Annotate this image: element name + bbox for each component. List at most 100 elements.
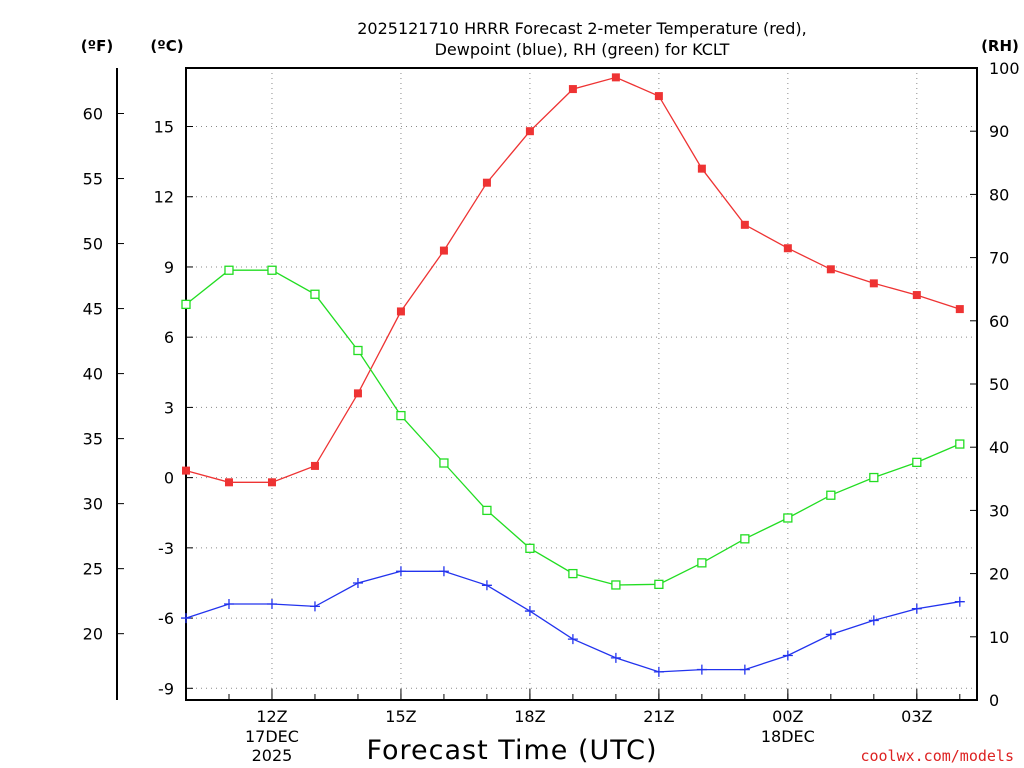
dewpoint-point <box>395 566 406 577</box>
celsius-tick-label: 9 <box>164 258 174 277</box>
dewpoint-point <box>782 650 793 661</box>
dewpoint-point <box>868 615 879 626</box>
dewpoint-point <box>653 666 664 677</box>
dewpoint-point <box>567 634 578 645</box>
x-tick-label: 03Z <box>901 707 932 726</box>
rh-point <box>783 513 793 523</box>
dewpoint-point <box>911 603 922 614</box>
dewpoint-point <box>309 601 320 612</box>
rh-tick-label: 10 <box>989 628 1009 647</box>
temperature-point <box>783 244 792 253</box>
rh-point <box>396 410 406 421</box>
chart-title-line2: Dewpoint (blue), RH (green) for KCLT <box>435 40 730 59</box>
celsius-tick-label: -3 <box>158 539 174 558</box>
temperature-point <box>353 389 362 398</box>
fahrenheit-tick-label: 35 <box>83 430 103 449</box>
temperature-point <box>482 178 491 187</box>
rh-point <box>439 458 449 468</box>
rh-point <box>224 265 234 275</box>
dewpoint-point <box>181 613 191 624</box>
temperature-point <box>697 164 706 173</box>
dewpoint-point <box>438 566 449 577</box>
x-axis-title: Forecast Time (UTC) <box>366 735 657 766</box>
rh-tick-label: 90 <box>989 122 1009 141</box>
temperature-point <box>396 307 405 316</box>
rh-tick-label: 100 <box>989 59 1020 78</box>
rh-point <box>525 543 535 553</box>
temperature-point <box>740 220 749 229</box>
dewpoint-point <box>739 664 750 675</box>
temperature-point <box>568 85 577 94</box>
temperature-point <box>654 92 663 101</box>
fahrenheit-tick-label: 40 <box>83 365 103 384</box>
rh-ticks: 0 10 20 30 40 50 60 70 80 90 100 <box>970 59 1020 710</box>
x-tick-label: 21Z <box>643 707 674 726</box>
x-tick-label: 00Z <box>772 707 803 726</box>
rh-point <box>912 457 922 468</box>
rh-point <box>353 345 363 356</box>
dewpoint-point <box>696 664 707 675</box>
fahrenheit-tick-label: 20 <box>83 625 103 644</box>
rh-tick-label: 40 <box>989 438 1009 457</box>
dewpoint-point <box>481 580 492 591</box>
axes <box>116 67 978 701</box>
x-tick-label: 12Z <box>256 707 287 726</box>
fahrenheit-unit-label: (ºF) <box>81 37 113 55</box>
rh-unit-label: (RH) <box>981 37 1019 55</box>
dewpoint-point <box>352 577 363 588</box>
fahrenheit-tick-label: 45 <box>83 300 103 319</box>
celsius-tick-label: -6 <box>158 609 174 628</box>
temperature-point <box>439 246 448 255</box>
temperature-point <box>826 265 835 274</box>
temperature-point <box>912 291 921 300</box>
celsius-ticks: -9 -6 -3 0 3 6 9 12 15 <box>154 118 193 698</box>
credit-text: coolwx.com/models <box>860 747 1014 765</box>
temperature-point <box>869 279 878 288</box>
fahrenheit-tick-label: 30 <box>83 495 103 514</box>
x-tick-year-label: 2025 <box>252 746 293 765</box>
rh-line <box>185 269 961 586</box>
temperature-point <box>267 478 276 487</box>
rh-tick-label: 60 <box>989 312 1009 331</box>
dewpoint-point <box>266 599 277 610</box>
x-tick-label: 18Z <box>514 707 545 726</box>
rh-tick-label: 0 <box>989 691 999 710</box>
rh-point <box>740 534 750 544</box>
temperature-point <box>182 466 190 475</box>
dewpoint-point <box>610 652 621 663</box>
celsius-tick-label: -9 <box>158 679 174 698</box>
rh-tick-label: 50 <box>989 375 1009 394</box>
dewpoint-point <box>954 596 965 607</box>
rh-tick-label: 80 <box>989 185 1009 204</box>
dewpoint-point <box>223 599 234 610</box>
rh-tick-label: 20 <box>989 565 1009 584</box>
rh-point <box>611 580 621 590</box>
celsius-tick-label: 6 <box>164 328 174 347</box>
celsius-tick-label: 12 <box>154 188 174 207</box>
fahrenheit-ticks: 20 25 30 35 40 45 50 55 60 <box>83 105 124 644</box>
rh-point <box>310 289 320 299</box>
rh-point <box>482 505 492 516</box>
x-tick-date-label: 17DEC <box>245 727 299 746</box>
rh-point <box>826 490 836 500</box>
fahrenheit-tick-label: 25 <box>83 560 103 579</box>
x-tick-date-label: 18DEC <box>761 727 815 746</box>
fahrenheit-tick-label: 50 <box>83 235 103 254</box>
celsius-unit-label: (ºC) <box>150 37 183 55</box>
fahrenheit-tick-label: 60 <box>83 105 103 124</box>
rh-point <box>697 558 707 568</box>
celsius-tick-label: 3 <box>164 398 174 417</box>
temperature-point <box>611 73 620 82</box>
rh-point <box>568 568 578 579</box>
temperature-point <box>955 305 964 314</box>
rh-point <box>267 265 277 275</box>
rh-point <box>654 579 664 589</box>
dewpoint-point <box>524 606 535 617</box>
chart-title-line1: 2025121710 HRRR Forecast 2-meter Tempera… <box>357 19 807 38</box>
dewpoint-line <box>185 570 960 673</box>
fahrenheit-tick-label: 55 <box>83 170 103 189</box>
temperature-point <box>310 461 319 470</box>
x-tick-label: 15Z <box>385 707 416 726</box>
temperature-point <box>224 478 233 487</box>
